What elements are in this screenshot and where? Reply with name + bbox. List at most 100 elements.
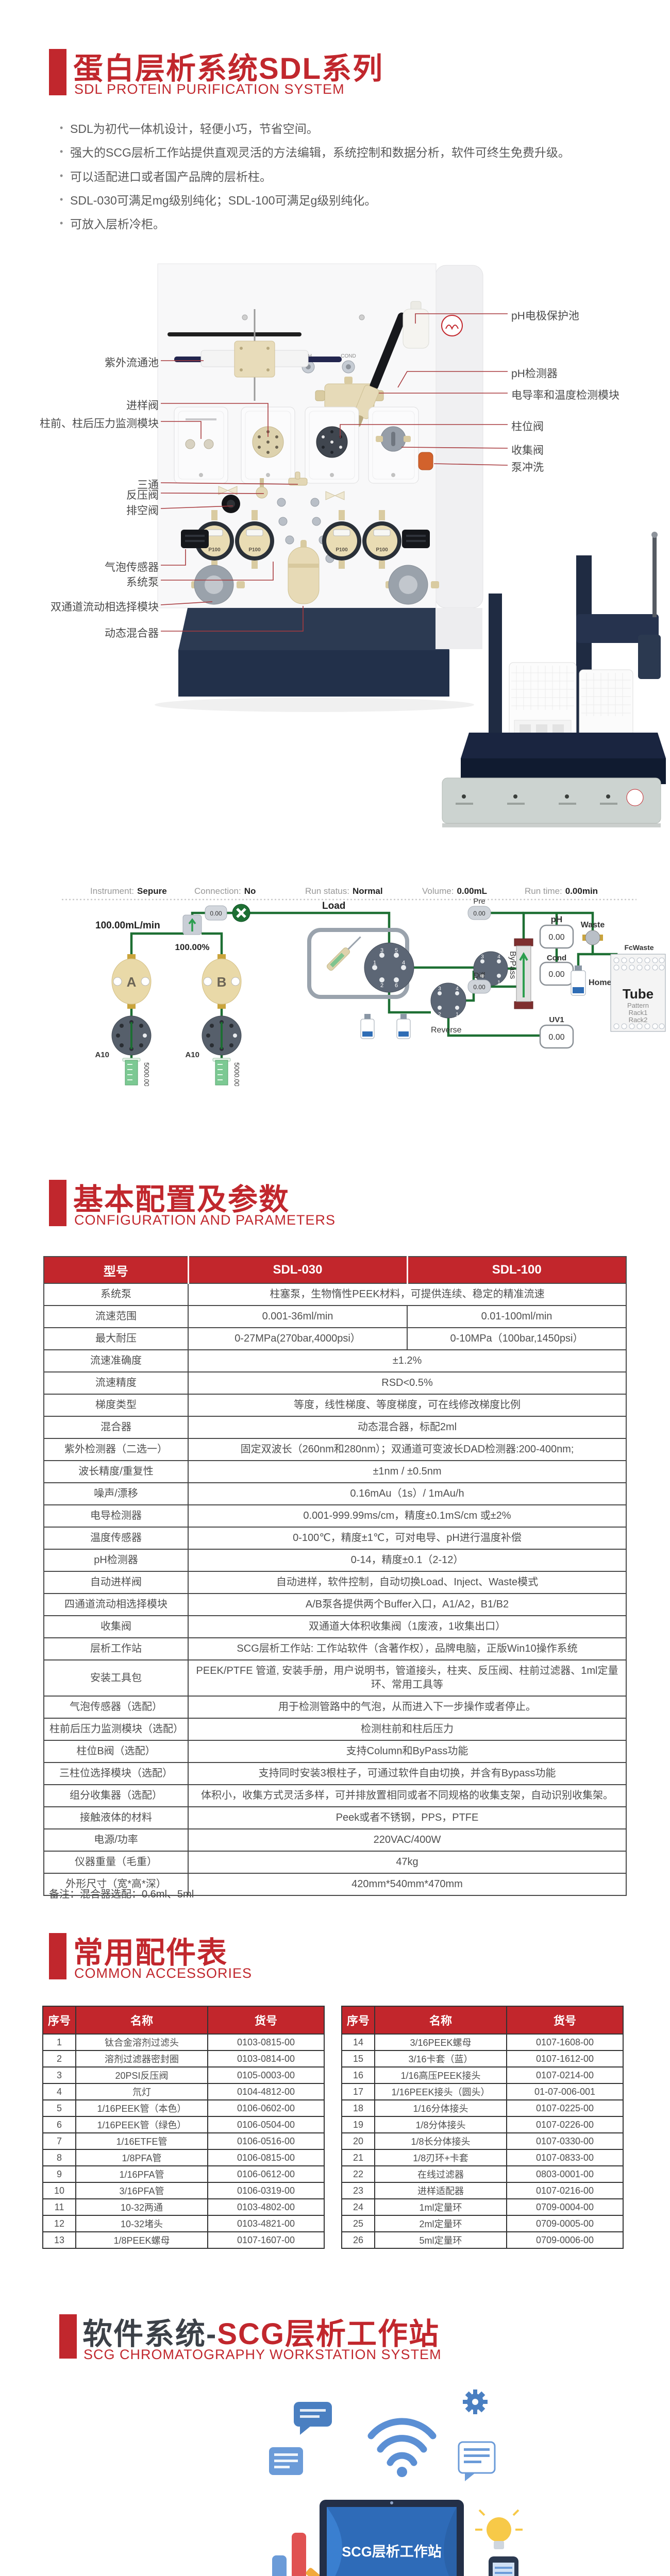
label-uv-flow-cell: 紫外流通池 [105, 357, 159, 369]
svg-text:1: 1 [497, 980, 500, 986]
accessory-row: 23 进样适配器 0107-0216-00 [341, 2182, 624, 2199]
parameter-row: 层析工作站 SCG层析工作站: 工作站软件（含著作权），品牌电脑，正版Win10操… [43, 1637, 627, 1660]
accessory-code: 0107-1608-00 [506, 2033, 624, 2051]
parameters-table-body: 系统泵 柱塞泵，生物惰性PEEK材料，可提供连续、稳定的精准流速 流速范围 0.001… [43, 1283, 627, 1896]
accessory-no: 12 [42, 2215, 76, 2232]
accessory-row: 18 1/16分体接头 0107-0225-00 [341, 2099, 624, 2117]
parameter-row: 流速精度 RSD<0.5% [43, 1371, 627, 1395]
svg-text:1: 1 [373, 960, 376, 966]
svg-text:0.00: 0.00 [548, 1033, 564, 1042]
accessory-name: 氘灯 [75, 2083, 208, 2100]
parameter-value: SCG层析工作站: 工作站软件（含著作权），品牌电脑，正版Win10操作系统 [188, 1637, 627, 1660]
parameter-value: 等度，线性梯度、等度梯度，可在线修改梯度比例 [188, 1394, 627, 1417]
parameter-value-sdl030: 0-27MPa(270bar,4000psi） [188, 1327, 408, 1350]
accessory-code: 0107-0330-00 [506, 2132, 624, 2150]
parameter-name: 电源/功率 [43, 1828, 189, 1852]
accessory-row: 6 1/16PEEK管（绿色） 0106-0504-00 [42, 2116, 325, 2133]
collector-post [489, 594, 502, 748]
svg-text:Diff: Diff [474, 971, 485, 980]
accessory-row: 25 2ml定量环 0709-0005-00 [341, 2215, 624, 2232]
parameter-value: 支持同时安装3根柱子，可通过软件自由切换，并含有Bypass功能 [188, 1762, 627, 1785]
accessory-code: 0107-1612-00 [506, 2050, 624, 2067]
accessory-code: 0105-0003-00 [207, 2066, 325, 2084]
parameter-row: 收集阀 双通道大体积收集阀（1废液，1收集出口） [43, 1615, 627, 1638]
accessory-no: 9 [42, 2165, 76, 2183]
accessory-name: 20PSI反压阀 [75, 2066, 208, 2084]
instrument-shadow [155, 698, 474, 712]
valve-plates [174, 406, 419, 484]
svg-text:4: 4 [456, 986, 459, 992]
section3-title: 常用配件表 [73, 1936, 228, 1970]
accessories-header-code: 货号 [207, 2006, 325, 2035]
ph-readout: pH 0.00 [539, 914, 574, 949]
pump-b: B [202, 954, 242, 1009]
svg-text:Home: Home [589, 978, 612, 987]
accessory-name: 10-32两通 [75, 2198, 208, 2216]
label-leader-lines [160, 313, 508, 632]
accessory-code: 0106-0504-00 [207, 2116, 325, 2133]
accessory-row: 7 1/16ETFE管 0106-0516-00 [42, 2132, 325, 2150]
parameters-table: 型号 SDL-030 SDL-100 系统泵 柱塞泵，生物惰性PEEK材料，可提供… [43, 1256, 627, 1896]
drain-valve-center [227, 500, 235, 508]
accessory-name: 5ml定量环 [374, 2231, 507, 2249]
pump-a: A [111, 954, 152, 1009]
base-tray-top [178, 608, 449, 650]
accessory-no: 24 [341, 2198, 375, 2216]
accessory-code: 0106-0319-00 [207, 2182, 325, 2199]
pressure-gauge: 0.00 [205, 905, 227, 921]
parameter-name: 流速精度 [43, 1371, 189, 1395]
svg-text:COND: COND [341, 353, 356, 359]
accessory-name: 10-32堵头 [75, 2215, 208, 2232]
parameter-name: pH检测器 [43, 1549, 189, 1572]
accessory-code: 0709-0006-00 [506, 2231, 624, 2249]
accessory-no: 5 [42, 2099, 76, 2117]
svg-text:P100: P100 [208, 547, 221, 553]
parameter-row: 柱前后压力监测模块（选配） 检测柱前和柱后压力 [43, 1718, 627, 1741]
flow-rate-value: 100.00mL/min [95, 920, 160, 931]
accessory-name: 1/8PFA管 [75, 2149, 208, 2166]
section1-bullet-list: SDL为初代一体机设计，轻便小巧，节省空间。强大的SCG层析工作站提供直观灵活的… [58, 121, 656, 240]
svg-text:ByPass: ByPass [508, 951, 517, 979]
parameter-row: 电源/功率 220VAC/400W [43, 1828, 627, 1852]
accessory-code: 0709-0004-00 [506, 2198, 624, 2216]
pump-flush-cap [418, 452, 433, 470]
accessory-row: 4 氘灯 0104-4812-00 [42, 2083, 325, 2100]
label-conductivity-module: 电导率和温度检测模块 [511, 389, 619, 401]
label-injection-valve: 进样阀 [126, 400, 159, 412]
pump-head: P100 [235, 510, 274, 569]
parameter-name: 混合器 [43, 1416, 189, 1439]
parameter-name: 波长精度/重复性 [43, 1460, 189, 1483]
svg-text:P100: P100 [248, 547, 261, 553]
accessory-no: 11 [42, 2198, 76, 2216]
pump-head: P100 [362, 510, 401, 569]
accessory-row: 22 在线过滤器 0803-0001-00 [341, 2165, 624, 2183]
accessory-no: 25 [341, 2215, 375, 2232]
parameter-value: 柱塞泵，生物惰性PEEK材料，可提供连续、稳定的精准流速 [188, 1283, 627, 1306]
parameter-value: 双通道大体积收集阀（1废液，1收集出口） [188, 1615, 627, 1638]
accessory-code: 0104-4812-00 [207, 2083, 325, 2100]
accessories-header-row: 序号 名称 货号 [341, 2006, 624, 2035]
svg-text:5: 5 [395, 947, 398, 954]
section3-accent-bar [49, 1933, 66, 1979]
svg-text:A: A [127, 974, 137, 990]
parameter-value: 47kg [188, 1851, 627, 1874]
label-back-pressure-valve: 反压阀 [126, 489, 159, 501]
accessory-name: 1/8刃环+卡套 [374, 2149, 507, 2166]
parameter-row: 接触液体的材料 Peek或者不锈钢，PPS，PTFE [43, 1806, 627, 1829]
flow-status-instrument: Instrument: Sepure [90, 886, 167, 896]
accessory-row: 5 1/16PEEK管（本色） 0106-0602-00 [42, 2099, 325, 2117]
brand-logo [441, 315, 463, 336]
parameter-row: 波长精度/重复性 ±1nm / ±0.5nm [43, 1460, 627, 1483]
parameter-value: Peek或者不锈钢，PPS，PTFE [188, 1806, 627, 1829]
parameter-name: 最大耐压 [43, 1327, 189, 1350]
label-ph-detector: pH检测器 [511, 368, 558, 380]
svg-text:Cond: Cond [547, 954, 566, 962]
accessory-row: 15 3/16卡套（蓝） 0107-1612-00 [341, 2050, 624, 2067]
section4-title-prefix: 软件系统- [82, 2317, 217, 2351]
svg-text:A10: A10 [95, 1050, 109, 1059]
dispenser-knob [651, 532, 658, 538]
vent-slot [167, 332, 301, 336]
side-panel [435, 265, 483, 608]
laptop: SCG层析工作站 [320, 2500, 464, 2576]
fraction-collector [442, 532, 666, 827]
